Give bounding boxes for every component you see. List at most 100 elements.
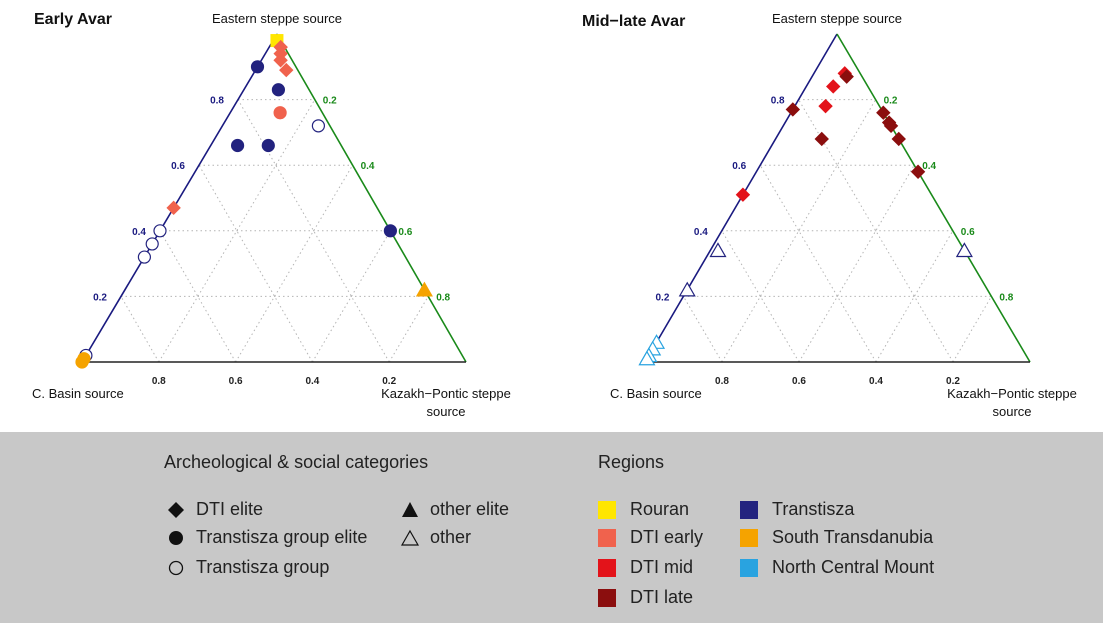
left-axis-tick-label: 0.2 bbox=[655, 292, 669, 303]
legend-label: other elite bbox=[430, 499, 510, 519]
color-swatch bbox=[598, 529, 616, 548]
legend-label: Transtisza group bbox=[196, 557, 330, 577]
data-point-circle bbox=[311, 119, 325, 133]
legend-label: Transtisza bbox=[772, 499, 855, 519]
legend-item-transtisza: Transtisza bbox=[740, 498, 854, 520]
left-axis-tick-label: 0.4 bbox=[132, 227, 146, 238]
data-point-circle bbox=[153, 224, 167, 238]
early-avar-chart: 0.2 0.2 0.2 0.4 0.4 0.4 0.6 0.6 0.6 0.8 0.8 0.8 Earl… bbox=[32, 11, 511, 419]
left-axis-tick-label: 0.6 bbox=[732, 161, 746, 172]
data-point-triangle bbox=[638, 350, 656, 366]
legend-item-dti-early: DTI early bbox=[598, 526, 703, 548]
grid-line bbox=[721, 99, 877, 363]
data-point-circle bbox=[250, 60, 265, 74]
legend-item-transtisza-group-elite: Transtisza group elite bbox=[166, 526, 367, 548]
data-point-circle bbox=[261, 138, 275, 153]
grid-line bbox=[721, 230, 800, 363]
color-swatch bbox=[598, 589, 616, 608]
bottom-axis-tick-label: 0.8 bbox=[152, 376, 166, 387]
categories-legend-title: Archeological & social categories bbox=[164, 452, 429, 472]
legend-item-transtisza-group: Transtisza group bbox=[166, 556, 329, 578]
color-swatch bbox=[740, 529, 758, 548]
data-point-diamond bbox=[785, 102, 801, 117]
legend-item-rouran: Rouran bbox=[598, 498, 689, 520]
right-vertex-label-line2: source bbox=[426, 404, 465, 419]
legend-item-north-central-mount: North Central Mount bbox=[740, 556, 934, 578]
triangle-open-icon bbox=[400, 528, 420, 548]
data-point-circle bbox=[75, 355, 89, 369]
legend-label: DTI late bbox=[630, 587, 694, 607]
legend-label: Rouran bbox=[630, 499, 690, 519]
data-point-triangle bbox=[678, 281, 696, 297]
legend-label: Transtisza group elite bbox=[196, 527, 368, 547]
circle-filled-icon bbox=[166, 528, 186, 548]
data-point-circle bbox=[273, 106, 287, 120]
right-axis-tick-label: 0.2 bbox=[323, 96, 337, 107]
color-swatch bbox=[598, 501, 616, 520]
right-vertex-label-line1: Kazakh−Pontic steppe bbox=[947, 386, 1077, 401]
legend-label: South Transdanubia bbox=[772, 527, 934, 547]
grid-line bbox=[235, 164, 354, 363]
data-point-triangle bbox=[955, 242, 973, 258]
circle-open-icon bbox=[166, 558, 186, 578]
legend-item-other: other bbox=[400, 526, 471, 548]
left-axis-tick-label: 0.4 bbox=[694, 227, 708, 238]
color-swatch bbox=[740, 501, 758, 520]
right-axis-tick-label: 0.4 bbox=[361, 161, 375, 172]
data-point-circle bbox=[383, 224, 397, 238]
data-point-circle bbox=[271, 83, 286, 97]
right-axis-line bbox=[276, 33, 467, 363]
grid-line bbox=[952, 296, 992, 363]
data-point-circle bbox=[230, 138, 245, 153]
left-axis-tick-label: 0.2 bbox=[93, 292, 107, 303]
legend-item-dti-mid: DTI mid bbox=[598, 556, 693, 578]
legend-label: DTI mid bbox=[630, 557, 693, 577]
right-axis-tick-label: 0.8 bbox=[999, 292, 1013, 303]
data-point-diamond bbox=[279, 62, 294, 78]
data-point-triangle bbox=[415, 281, 433, 297]
grid-line bbox=[759, 164, 877, 363]
right-axis-tick-label: 0.2 bbox=[884, 96, 898, 107]
mid-late-avar-chart: 0.2 0.2 0.2 0.4 0.4 0.4 0.6 0.6 0.6 0.8 0.8 0.8 Mid−… bbox=[582, 11, 1077, 419]
color-swatch bbox=[598, 559, 616, 578]
right-axis-tick-label: 0.6 bbox=[961, 227, 975, 238]
right-vertex-label-line1: Kazakh−Pontic steppe bbox=[381, 386, 511, 401]
data-point-circle bbox=[137, 250, 151, 264]
bottom-axis-tick-label: 0.4 bbox=[305, 376, 319, 387]
right-axis-tick-label: 0.6 bbox=[398, 227, 412, 238]
left-axis-tick-label: 0.8 bbox=[210, 96, 224, 107]
grid-line bbox=[798, 164, 915, 363]
data-point-diamond bbox=[839, 69, 854, 84]
legend-label: DTI elite bbox=[196, 499, 264, 519]
legend-label: DTI early bbox=[630, 527, 704, 547]
grid-line bbox=[159, 230, 237, 363]
bottom-axis-tick-label: 0.2 bbox=[946, 376, 960, 387]
right-axis-tick-label: 0.4 bbox=[922, 161, 936, 172]
legend-item-other-elite: other elite bbox=[400, 498, 509, 520]
data-point-diamond bbox=[876, 105, 891, 120]
legend-item-dti-late: DTI late bbox=[598, 586, 693, 608]
left-vertex-label: C. Basin source bbox=[610, 386, 702, 401]
data-point-diamond bbox=[735, 187, 751, 202]
top-vertex-label: Eastern steppe source bbox=[212, 11, 342, 26]
diamond-filled-icon bbox=[166, 500, 186, 520]
top-vertex-label: Eastern steppe source bbox=[772, 11, 902, 26]
bottom-axis-tick-label: 0.2 bbox=[382, 376, 396, 387]
data-point-diamond bbox=[818, 98, 833, 114]
grid-line bbox=[798, 99, 954, 363]
right-axis-tick-label: 0.8 bbox=[436, 292, 450, 303]
grid-line bbox=[682, 296, 723, 363]
grid-line bbox=[311, 230, 391, 363]
right-axis-line bbox=[836, 33, 1031, 363]
grid-line bbox=[120, 296, 160, 363]
legend-label: North Central Mount bbox=[772, 557, 935, 577]
color-swatch bbox=[740, 559, 758, 578]
left-vertex-label: C. Basin source bbox=[32, 386, 124, 401]
legend-item-south-transdanubia: South Transdanubia bbox=[740, 526, 933, 548]
data-point-circle bbox=[145, 237, 159, 251]
data-point-triangle bbox=[709, 242, 727, 258]
legend-label: other bbox=[430, 527, 472, 547]
left-axis-tick-label: 0.6 bbox=[171, 161, 185, 172]
grid-line bbox=[158, 99, 316, 363]
data-point-diamond bbox=[826, 79, 841, 94]
